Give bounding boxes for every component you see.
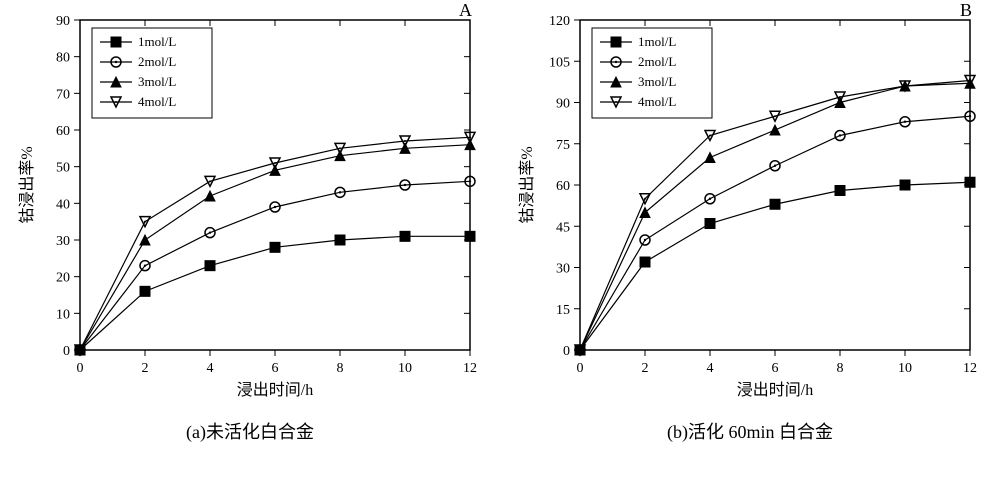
svg-text:6: 6 bbox=[272, 361, 279, 376]
svg-text:3mol/L: 3mol/L bbox=[638, 74, 676, 89]
svg-text:2: 2 bbox=[642, 361, 649, 376]
svg-text:90: 90 bbox=[556, 97, 570, 112]
svg-text:60: 60 bbox=[56, 124, 70, 139]
panel-a: 0 2 4 6 8 10 12 0 10 20 30 40 50 60 70 80 90 浸出时间/h 钴浸出率% A… bbox=[10, 0, 490, 444]
svg-text:50: 50 bbox=[56, 161, 70, 176]
svg-text:70: 70 bbox=[56, 87, 70, 102]
svg-text:2mol/L: 2mol/L bbox=[638, 54, 676, 69]
svg-text:10: 10 bbox=[898, 361, 912, 376]
svg-text:0: 0 bbox=[563, 344, 570, 359]
svg-text:10: 10 bbox=[398, 361, 412, 376]
svg-text:4mol/L: 4mol/L bbox=[138, 94, 176, 109]
svg-text:8: 8 bbox=[837, 361, 844, 376]
svg-text:1mol/L: 1mol/L bbox=[138, 34, 176, 49]
svg-text:1mol/L: 1mol/L bbox=[638, 34, 676, 49]
svg-text:12: 12 bbox=[963, 361, 977, 376]
svg-text:3mol/L: 3mol/L bbox=[138, 74, 176, 89]
figure-container: 0246810120102030405060708090浸出时间/h钴浸出率%A… bbox=[0, 0, 1000, 444]
svg-text:浸出时间/h: 浸出时间/h bbox=[237, 381, 313, 399]
chart-b: 0246810120153045607590105120浸出时间/h钴浸出率%B… bbox=[510, 0, 990, 410]
svg-text:105: 105 bbox=[549, 55, 570, 70]
svg-text:30: 30 bbox=[556, 262, 570, 277]
svg-text:0: 0 bbox=[577, 361, 584, 376]
svg-text:4: 4 bbox=[207, 361, 214, 376]
svg-text:4: 4 bbox=[707, 361, 714, 376]
svg-text:0: 0 bbox=[77, 361, 84, 376]
svg-text:浸出时间/h: 浸出时间/h bbox=[737, 381, 813, 399]
panel-b: 0246810120153045607590105120浸出时间/h钴浸出率%B… bbox=[510, 0, 990, 444]
svg-text:120: 120 bbox=[549, 14, 570, 29]
svg-text:20: 20 bbox=[56, 271, 70, 286]
caption-a: (a)未活化白合金 bbox=[186, 418, 314, 444]
svg-text:6: 6 bbox=[772, 361, 779, 376]
svg-text:80: 80 bbox=[56, 51, 70, 66]
svg-text:2mol/L: 2mol/L bbox=[138, 54, 176, 69]
svg-text:30: 30 bbox=[56, 234, 70, 249]
svg-text:A: A bbox=[459, 0, 472, 20]
chart-a: 0 2 4 6 8 10 12 0 10 20 30 40 50 60 70 80 90 浸出时间/h 钴浸出率% A… bbox=[10, 0, 490, 410]
svg-text:钴浸出率%: 钴浸出率% bbox=[18, 146, 36, 223]
svg-text:2: 2 bbox=[142, 361, 149, 376]
svg-text:15: 15 bbox=[556, 303, 570, 318]
svg-text:8: 8 bbox=[337, 361, 344, 376]
caption-b: (b)活化 60min 白合金 bbox=[667, 418, 833, 444]
svg-text:钴浸出率%: 钴浸出率% bbox=[518, 146, 536, 223]
svg-text:10: 10 bbox=[56, 307, 70, 322]
svg-text:90: 90 bbox=[56, 14, 70, 29]
svg-text:B: B bbox=[960, 0, 972, 20]
svg-text:75: 75 bbox=[556, 138, 570, 153]
svg-text:45: 45 bbox=[556, 220, 570, 235]
svg-text:40: 40 bbox=[56, 197, 70, 212]
svg-text:0: 0 bbox=[63, 344, 70, 359]
svg-text:60: 60 bbox=[556, 179, 570, 194]
svg-text:12: 12 bbox=[463, 361, 477, 376]
svg-text:4mol/L: 4mol/L bbox=[638, 94, 676, 109]
